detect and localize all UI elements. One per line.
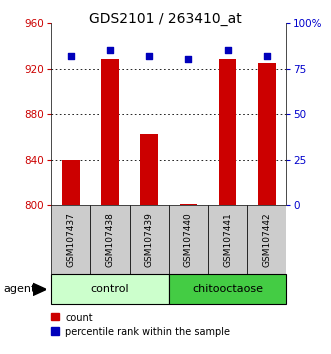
Bar <box>247 205 286 274</box>
Point <box>264 53 269 59</box>
Bar <box>180 204 197 205</box>
Text: GSM107441: GSM107441 <box>223 212 232 267</box>
Bar <box>140 133 158 205</box>
Bar <box>101 59 119 205</box>
Bar <box>258 63 275 205</box>
Bar <box>208 205 247 274</box>
Bar <box>169 274 286 304</box>
Text: GSM107439: GSM107439 <box>145 212 154 267</box>
Point <box>107 47 113 53</box>
Point <box>186 57 191 62</box>
Bar <box>51 313 59 320</box>
Text: count: count <box>65 313 93 322</box>
Bar <box>219 59 236 205</box>
Text: GSM107442: GSM107442 <box>262 212 271 267</box>
Point <box>68 53 73 59</box>
Point <box>147 53 152 59</box>
Text: agent: agent <box>3 284 36 295</box>
Point <box>225 47 230 53</box>
Text: chitooctaose: chitooctaose <box>192 284 263 295</box>
Bar <box>51 327 59 335</box>
Text: percentile rank within the sample: percentile rank within the sample <box>65 327 230 337</box>
Bar <box>90 205 130 274</box>
Text: GSM107440: GSM107440 <box>184 212 193 267</box>
Bar <box>169 205 208 274</box>
Bar <box>130 205 169 274</box>
Bar <box>62 160 80 205</box>
Text: GSM107438: GSM107438 <box>106 212 115 267</box>
Text: control: control <box>91 284 129 295</box>
Text: GDS2101 / 263410_at: GDS2101 / 263410_at <box>89 12 242 27</box>
Text: GSM107437: GSM107437 <box>67 212 75 267</box>
Bar <box>51 205 90 274</box>
Bar <box>51 274 169 304</box>
Polygon shape <box>33 283 46 295</box>
